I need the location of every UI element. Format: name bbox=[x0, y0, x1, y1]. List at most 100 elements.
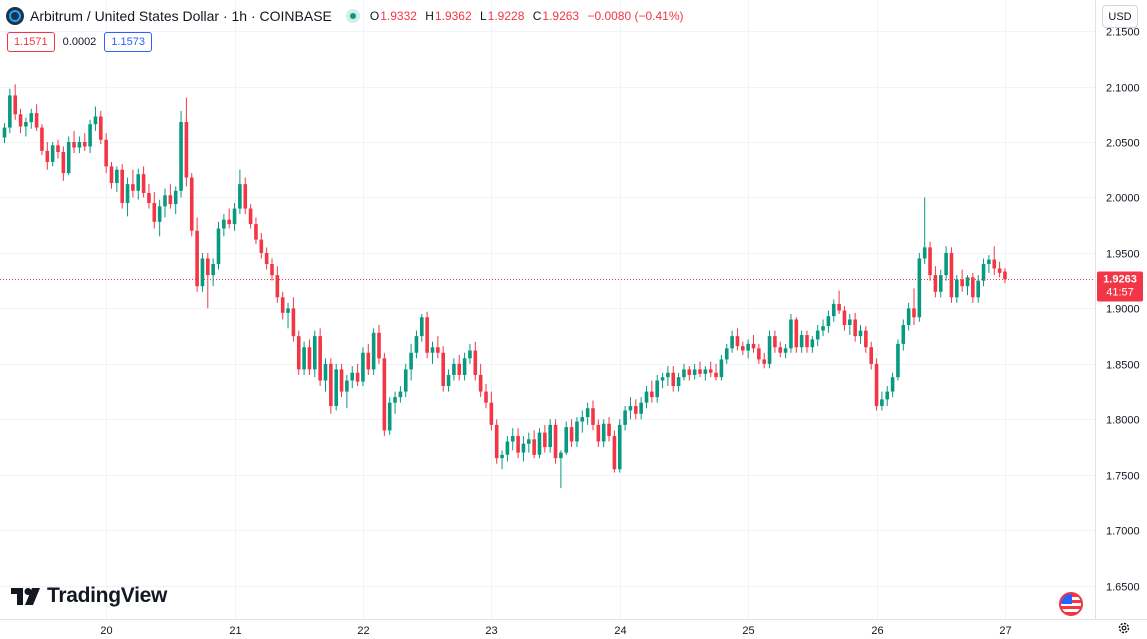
candle bbox=[634, 399, 638, 420]
buy-price-button[interactable]: 1.1573 bbox=[104, 32, 152, 52]
candle bbox=[992, 246, 997, 276]
time-tick-label: 26 bbox=[871, 625, 883, 637]
candle-body bbox=[773, 336, 777, 348]
candle-body bbox=[120, 169, 124, 204]
candle bbox=[163, 188, 167, 218]
candle bbox=[141, 166, 146, 198]
candle-body bbox=[211, 264, 215, 276]
candle bbox=[805, 330, 809, 353]
candle-body bbox=[826, 316, 831, 327]
candle bbox=[650, 380, 654, 403]
time-tick-label: 25 bbox=[742, 625, 754, 637]
candle bbox=[821, 319, 825, 337]
market-status-icon[interactable] bbox=[345, 9, 360, 23]
candle-body bbox=[489, 402, 494, 425]
candle bbox=[195, 217, 199, 292]
candle-body bbox=[184, 122, 189, 178]
candle-body bbox=[152, 203, 157, 222]
candle bbox=[671, 366, 676, 392]
candle bbox=[500, 450, 504, 470]
candle bbox=[339, 363, 344, 398]
candle-body bbox=[874, 363, 879, 407]
candle-body bbox=[318, 336, 322, 381]
candle-body bbox=[157, 206, 162, 222]
candle bbox=[906, 302, 911, 331]
candle-body bbox=[18, 114, 23, 127]
tradingview-logo[interactable]: TradingView bbox=[11, 584, 167, 608]
candle-body bbox=[61, 151, 66, 174]
candle-body bbox=[580, 417, 585, 422]
candle bbox=[746, 339, 750, 359]
low-value: 1.9228 bbox=[487, 9, 525, 23]
candle bbox=[955, 275, 959, 303]
candle-body bbox=[537, 432, 542, 455]
candle-body bbox=[933, 275, 938, 292]
candle-body bbox=[1003, 271, 1007, 280]
candle bbox=[393, 391, 397, 414]
candle-body bbox=[644, 391, 649, 403]
candle bbox=[157, 199, 162, 237]
candle-body bbox=[912, 308, 916, 318]
candle-body bbox=[478, 374, 483, 392]
candle bbox=[66, 136, 71, 176]
candle bbox=[238, 169, 242, 215]
symbol-title[interactable]: Arbitrum / United States Dollar · 1h · C… bbox=[30, 8, 332, 24]
candle-body bbox=[676, 377, 681, 387]
candle-body bbox=[634, 406, 638, 414]
candle-body bbox=[425, 317, 429, 353]
sell-price-button[interactable]: 1.1571 bbox=[7, 32, 55, 52]
candle-body bbox=[585, 408, 590, 418]
candle bbox=[521, 435, 526, 462]
candle bbox=[45, 141, 50, 170]
candle-body bbox=[387, 402, 392, 431]
candle bbox=[687, 366, 692, 381]
candle-body bbox=[377, 332, 381, 359]
candle-body bbox=[141, 174, 146, 194]
candle-body bbox=[29, 113, 34, 123]
candle bbox=[853, 312, 857, 342]
gear-icon[interactable] bbox=[1117, 621, 1131, 635]
candle bbox=[666, 366, 670, 387]
candle-body bbox=[125, 184, 130, 204]
candle bbox=[489, 391, 494, 431]
candle bbox=[350, 366, 355, 389]
candle-body bbox=[136, 174, 141, 191]
candle-body bbox=[280, 297, 285, 313]
candle bbox=[355, 363, 360, 387]
candle-body bbox=[810, 339, 815, 348]
time-axis[interactable]: 20 21 22 23 24 25 26 27 bbox=[100, 625, 1011, 637]
us-flag-icon[interactable] bbox=[1059, 592, 1083, 616]
candle-body bbox=[409, 352, 413, 370]
candle-body bbox=[291, 308, 296, 337]
candle-body bbox=[403, 369, 408, 392]
candle bbox=[291, 297, 296, 342]
candle-body bbox=[382, 358, 387, 431]
candle bbox=[960, 269, 964, 292]
candle-body bbox=[446, 374, 451, 387]
candle bbox=[901, 319, 906, 351]
candle-body bbox=[805, 335, 809, 348]
time-tick-label: 22 bbox=[357, 625, 369, 637]
candle bbox=[751, 335, 756, 353]
high-value: 1.9362 bbox=[434, 9, 472, 23]
candle bbox=[227, 208, 231, 229]
candle-body bbox=[981, 264, 986, 281]
candle-body bbox=[131, 184, 135, 191]
candle bbox=[548, 419, 552, 453]
currency-selector[interactable]: USD bbox=[1102, 5, 1138, 28]
candle bbox=[553, 419, 558, 464]
candle bbox=[377, 325, 381, 364]
candle-body bbox=[955, 279, 959, 298]
candle bbox=[698, 361, 702, 378]
candle-body bbox=[971, 277, 975, 298]
candle bbox=[323, 358, 328, 392]
arbitrum-logo-icon[interactable] bbox=[6, 7, 24, 25]
price-tick-label: 1.8500 bbox=[1106, 360, 1140, 372]
price-axis[interactable]: 1.6500 1.7000 1.7500 1.8000 1.8500 1.9000 1.95… bbox=[1106, 27, 1140, 594]
candle bbox=[837, 290, 841, 314]
candle bbox=[18, 108, 23, 134]
candle bbox=[232, 203, 237, 231]
candle-body bbox=[848, 319, 852, 326]
candle-body bbox=[414, 336, 419, 353]
